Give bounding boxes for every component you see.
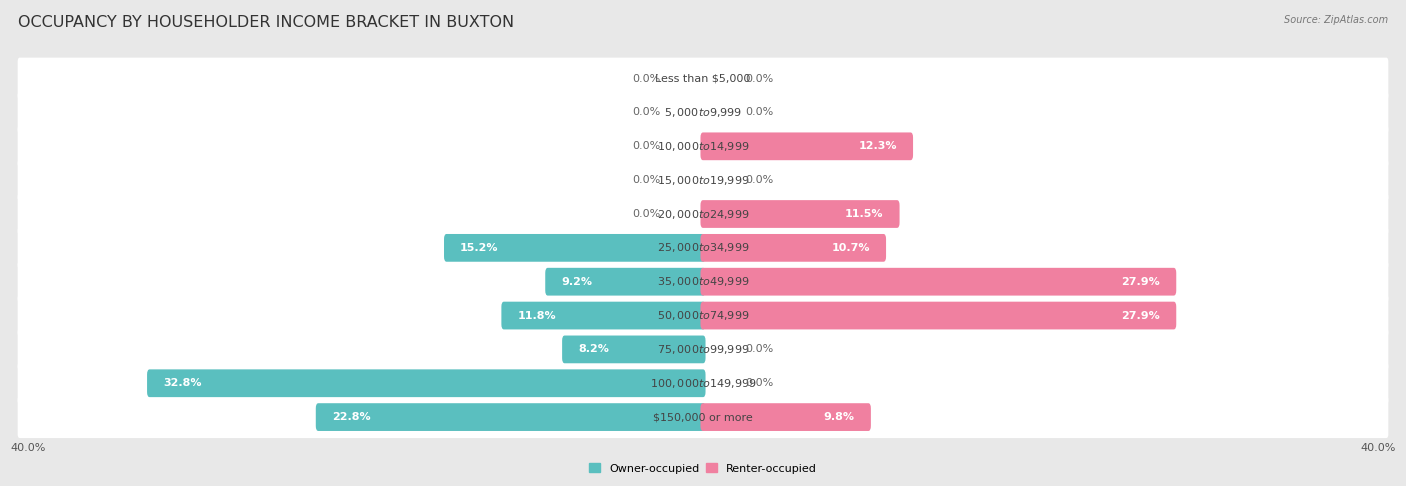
Legend: Owner-occupied, Renter-occupied: Owner-occupied, Renter-occupied	[589, 463, 817, 473]
FancyBboxPatch shape	[18, 58, 1388, 100]
Text: 0.0%: 0.0%	[633, 209, 661, 219]
Text: 22.8%: 22.8%	[332, 412, 370, 422]
Text: $20,000 to $24,999: $20,000 to $24,999	[657, 208, 749, 221]
FancyBboxPatch shape	[18, 396, 1388, 438]
FancyBboxPatch shape	[18, 260, 1388, 303]
Text: $35,000 to $49,999: $35,000 to $49,999	[657, 275, 749, 288]
FancyBboxPatch shape	[148, 369, 706, 397]
Text: 0.0%: 0.0%	[745, 345, 773, 354]
Text: 12.3%: 12.3%	[859, 141, 897, 151]
Text: 0.0%: 0.0%	[745, 107, 773, 118]
Text: 27.9%: 27.9%	[1122, 311, 1160, 321]
Text: 0.0%: 0.0%	[633, 141, 661, 151]
FancyBboxPatch shape	[18, 159, 1388, 201]
FancyBboxPatch shape	[562, 335, 706, 363]
FancyBboxPatch shape	[700, 200, 900, 228]
Text: $25,000 to $34,999: $25,000 to $34,999	[657, 242, 749, 254]
Text: 10.7%: 10.7%	[831, 243, 870, 253]
FancyBboxPatch shape	[700, 302, 1177, 330]
Text: Less than $5,000: Less than $5,000	[655, 73, 751, 84]
Text: 0.0%: 0.0%	[745, 73, 773, 84]
FancyBboxPatch shape	[700, 268, 1177, 295]
FancyBboxPatch shape	[502, 302, 706, 330]
Text: OCCUPANCY BY HOUSEHOLDER INCOME BRACKET IN BUXTON: OCCUPANCY BY HOUSEHOLDER INCOME BRACKET …	[18, 15, 515, 30]
Text: 27.9%: 27.9%	[1122, 277, 1160, 287]
Text: 0.0%: 0.0%	[745, 175, 773, 185]
Text: $50,000 to $74,999: $50,000 to $74,999	[657, 309, 749, 322]
Text: 0.0%: 0.0%	[745, 378, 773, 388]
Text: $15,000 to $19,999: $15,000 to $19,999	[657, 174, 749, 187]
FancyBboxPatch shape	[18, 91, 1388, 134]
Text: 0.0%: 0.0%	[633, 175, 661, 185]
FancyBboxPatch shape	[18, 125, 1388, 167]
Text: $150,000 or more: $150,000 or more	[654, 412, 752, 422]
FancyBboxPatch shape	[18, 362, 1388, 404]
FancyBboxPatch shape	[700, 234, 886, 262]
Text: 11.5%: 11.5%	[845, 209, 883, 219]
Text: 9.8%: 9.8%	[824, 412, 855, 422]
FancyBboxPatch shape	[18, 193, 1388, 235]
Text: 9.2%: 9.2%	[561, 277, 592, 287]
Text: $5,000 to $9,999: $5,000 to $9,999	[664, 106, 742, 119]
FancyBboxPatch shape	[18, 329, 1388, 370]
FancyBboxPatch shape	[700, 403, 870, 431]
FancyBboxPatch shape	[546, 268, 706, 295]
Text: Source: ZipAtlas.com: Source: ZipAtlas.com	[1284, 15, 1388, 25]
Text: 0.0%: 0.0%	[633, 73, 661, 84]
Text: $75,000 to $99,999: $75,000 to $99,999	[657, 343, 749, 356]
FancyBboxPatch shape	[700, 133, 912, 160]
Text: 8.2%: 8.2%	[578, 345, 609, 354]
FancyBboxPatch shape	[18, 295, 1388, 336]
Text: 15.2%: 15.2%	[460, 243, 499, 253]
FancyBboxPatch shape	[316, 403, 706, 431]
Text: 32.8%: 32.8%	[163, 378, 201, 388]
FancyBboxPatch shape	[444, 234, 706, 262]
FancyBboxPatch shape	[18, 227, 1388, 269]
Text: 11.8%: 11.8%	[517, 311, 555, 321]
Text: $100,000 to $149,999: $100,000 to $149,999	[650, 377, 756, 390]
Text: 0.0%: 0.0%	[633, 107, 661, 118]
Text: $10,000 to $14,999: $10,000 to $14,999	[657, 140, 749, 153]
